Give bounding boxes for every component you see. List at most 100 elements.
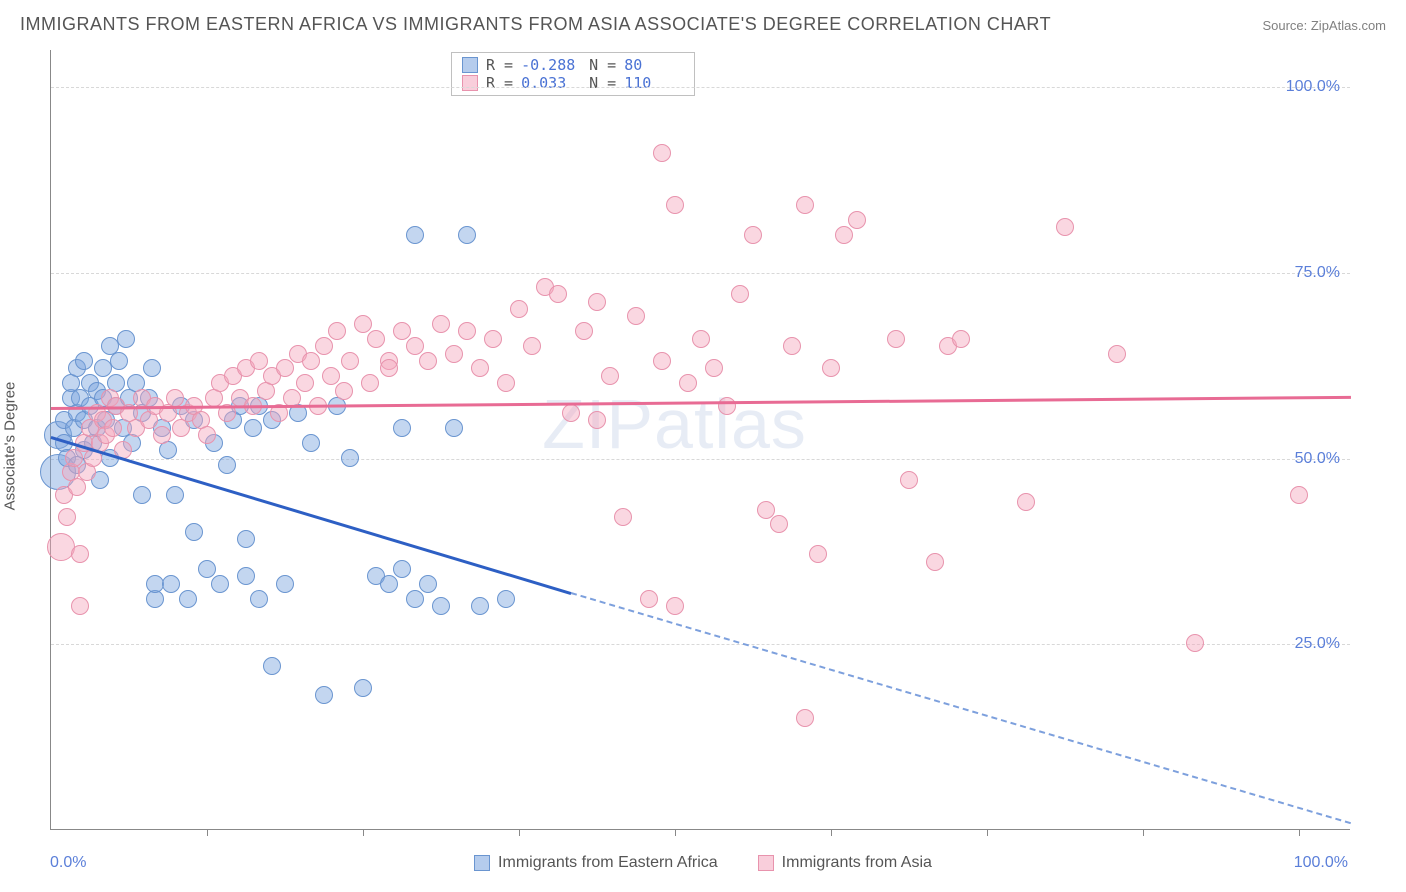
- scatter-point: [744, 226, 762, 244]
- scatter-point: [117, 330, 135, 348]
- stats-r-label: R =: [486, 56, 513, 74]
- scatter-point: [166, 486, 184, 504]
- scatter-point: [445, 419, 463, 437]
- scatter-point: [406, 226, 424, 244]
- scatter-point: [614, 508, 632, 526]
- trend-line: [51, 436, 572, 594]
- scatter-point: [328, 322, 346, 340]
- scatter-point: [653, 352, 671, 370]
- scatter-point: [71, 597, 89, 615]
- scatter-point: [549, 285, 567, 303]
- gridline: [51, 273, 1350, 274]
- scatter-point: [679, 374, 697, 392]
- scatter-point: [1186, 634, 1204, 652]
- scatter-point: [380, 575, 398, 593]
- scatter-point: [1290, 486, 1308, 504]
- scatter-point: [296, 374, 314, 392]
- y-tick-label: 50.0%: [1295, 450, 1340, 468]
- bottom-legend: Immigrants from Eastern Africa Immigrants…: [0, 854, 1406, 872]
- scatter-point: [666, 196, 684, 214]
- scatter-point: [497, 374, 515, 392]
- scatter-point: [335, 382, 353, 400]
- scatter-point: [341, 352, 359, 370]
- y-tick-label: 100.0%: [1286, 78, 1340, 96]
- scatter-point: [162, 575, 180, 593]
- scatter-point: [143, 359, 161, 377]
- scatter-point: [419, 575, 437, 593]
- scatter-point: [315, 686, 333, 704]
- scatter-point: [179, 590, 197, 608]
- scatter-point: [731, 285, 749, 303]
- scatter-point: [237, 530, 255, 548]
- x-tick: [1299, 829, 1300, 836]
- scatter-point: [276, 359, 294, 377]
- scatter-point: [211, 575, 229, 593]
- scatter-point: [71, 545, 89, 563]
- scatter-point: [166, 389, 184, 407]
- x-tick: [987, 829, 988, 836]
- scatter-point: [75, 352, 93, 370]
- stats-n-value: 80: [624, 56, 684, 74]
- scatter-point: [153, 426, 171, 444]
- scatter-point: [250, 590, 268, 608]
- stats-r-value: -0.288: [521, 56, 581, 74]
- scatter-point: [354, 315, 372, 333]
- scatter-point: [848, 211, 866, 229]
- scatter-point: [575, 322, 593, 340]
- trend-line: [571, 592, 1352, 824]
- scatter-point: [250, 352, 268, 370]
- stats-r-value: 0.033: [521, 74, 581, 92]
- x-tick: [831, 829, 832, 836]
- stats-row: R =-0.288N =80: [462, 56, 684, 74]
- scatter-point: [588, 293, 606, 311]
- gridline: [51, 459, 1350, 460]
- legend-item: Immigrants from Asia: [758, 854, 932, 872]
- x-tick: [519, 829, 520, 836]
- scatter-point: [835, 226, 853, 244]
- scatter-point: [432, 597, 450, 615]
- stats-r-label: R =: [486, 74, 513, 92]
- chart-title: IMMIGRANTS FROM EASTERN AFRICA VS IMMIGR…: [20, 14, 1051, 35]
- scatter-point: [770, 515, 788, 533]
- scatter-point: [218, 456, 236, 474]
- legend-label: Immigrants from Eastern Africa: [498, 854, 718, 872]
- y-tick-label: 75.0%: [1295, 264, 1340, 282]
- scatter-point: [497, 590, 515, 608]
- scatter-point: [393, 419, 411, 437]
- scatter-point: [263, 657, 281, 675]
- scatter-point: [322, 367, 340, 385]
- x-tick: [363, 829, 364, 836]
- legend-swatch: [462, 75, 478, 91]
- scatter-point: [68, 478, 86, 496]
- scatter-point: [926, 553, 944, 571]
- scatter-point: [1108, 345, 1126, 363]
- scatter-point: [302, 352, 320, 370]
- y-tick-label: 25.0%: [1295, 635, 1340, 653]
- scatter-point: [1056, 218, 1074, 236]
- x-tick: [207, 829, 208, 836]
- scatter-point: [432, 315, 450, 333]
- scatter-point: [406, 590, 424, 608]
- scatter-point: [471, 359, 489, 377]
- scatter-point: [1017, 493, 1035, 511]
- scatter-point: [185, 523, 203, 541]
- scatter-point: [315, 337, 333, 355]
- scatter-point: [887, 330, 905, 348]
- scatter-point: [133, 486, 151, 504]
- source-label: Source: ZipAtlas.com: [1262, 18, 1386, 33]
- legend-swatch: [758, 855, 774, 871]
- scatter-point: [471, 597, 489, 615]
- x-tick: [1143, 829, 1144, 836]
- scatter-point: [640, 590, 658, 608]
- scatter-point: [900, 471, 918, 489]
- scatter-point: [419, 352, 437, 370]
- scatter-point: [104, 419, 122, 437]
- stats-legend-box: R =-0.288N =80R =0.033N =110: [451, 52, 695, 96]
- legend-swatch: [462, 57, 478, 73]
- y-axis-label: Associate's Degree: [2, 382, 19, 511]
- scatter-point: [58, 508, 76, 526]
- scatter-point: [653, 144, 671, 162]
- chart-plot-area: ZIPatlas R =-0.288N =80R =0.033N =110 25…: [50, 50, 1350, 830]
- scatter-point: [341, 449, 359, 467]
- scatter-point: [380, 359, 398, 377]
